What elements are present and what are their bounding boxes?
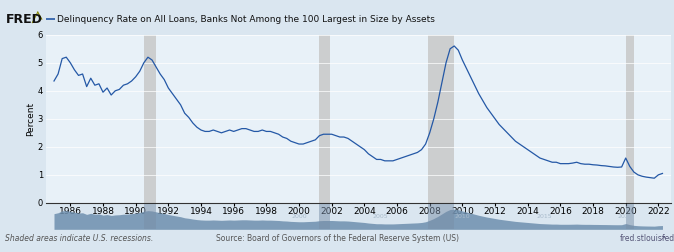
Text: ↗: ↗ xyxy=(660,235,666,241)
Text: Delinquency Rate on All Loans, Banks Not Among the 100 Largest in Size by Assets: Delinquency Rate on All Loans, Banks Not… xyxy=(57,15,435,24)
Bar xyxy=(144,35,156,203)
Bar xyxy=(429,35,454,203)
Bar xyxy=(429,204,454,229)
Text: 2010: 2010 xyxy=(454,214,470,219)
Text: 2015: 2015 xyxy=(537,214,552,219)
Text: 2005: 2005 xyxy=(373,214,388,219)
Text: FRED: FRED xyxy=(5,13,42,26)
Bar xyxy=(319,204,330,229)
Bar xyxy=(319,35,330,203)
Text: fred.stlouisfed.org: fred.stlouisfed.org xyxy=(620,234,674,243)
Bar xyxy=(625,35,634,203)
Text: 2000: 2000 xyxy=(291,214,307,219)
Bar xyxy=(144,204,156,229)
Y-axis label: Percent: Percent xyxy=(26,102,35,136)
Bar xyxy=(625,204,634,229)
Text: Source: Board of Governors of the Federal Reserve System (US): Source: Board of Governors of the Federa… xyxy=(216,234,458,243)
Text: 2020: 2020 xyxy=(618,214,634,219)
Text: Shaded areas indicate U.S. recessions.: Shaded areas indicate U.S. recessions. xyxy=(5,234,154,243)
